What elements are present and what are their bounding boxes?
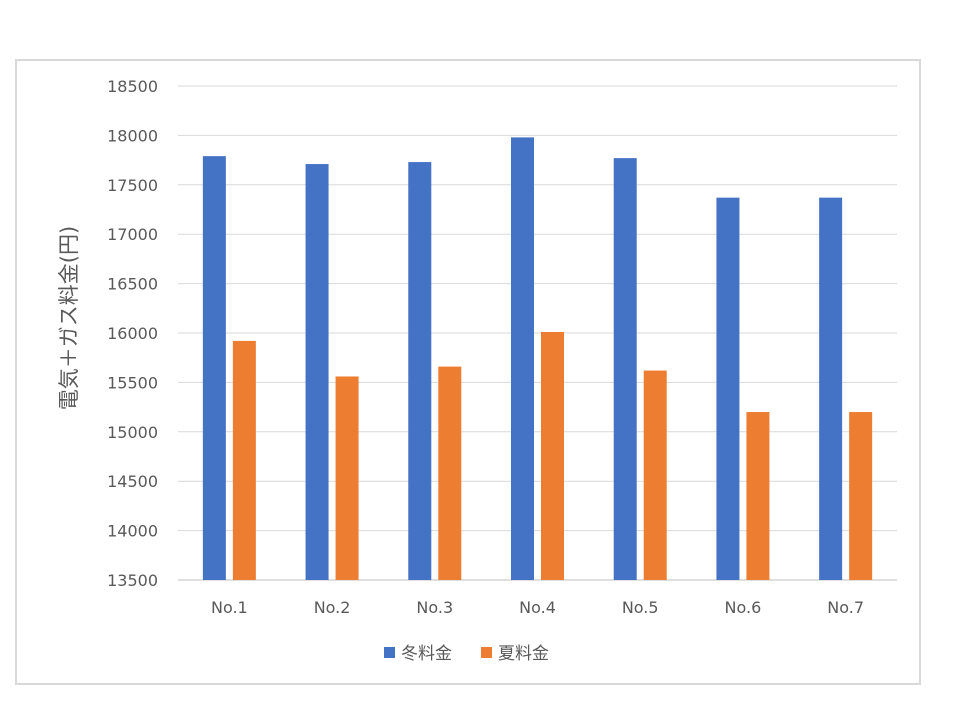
chart-frame [15,59,921,685]
bar-summer-1 [232,340,256,580]
legend-label: 夏料金 [498,644,549,664]
bar-winter-7 [819,197,843,581]
bar-winter-3 [408,162,432,581]
y-tick-label: 14000 [107,522,158,541]
x-tick-label: No.6 [725,598,762,617]
legend-label: 冬料金 [401,644,452,664]
y-axis-ticks: 13500 14000 14500 15000 15500 16000 16500 17000… [107,77,158,590]
bar-winter-6 [716,197,740,581]
x-axis-ticks: No.1 No.2 No.3 No.4 No.5 No.6 No.7 [211,598,864,617]
bars [202,137,873,581]
y-tick-label: 16000 [107,324,158,343]
y-tick-label: 16500 [107,275,158,294]
bar-winter-4 [511,137,534,580]
bar-summer-4 [541,332,564,580]
x-tick-label: No.7 [827,598,864,617]
bar-summer-5 [643,370,667,580]
x-tick-label: No.2 [314,598,351,617]
y-tick-label: 17500 [107,176,158,195]
legend: 冬料金 夏料金 [384,644,549,664]
bar-winter-1 [202,156,226,580]
y-tick-label: 17000 [107,225,158,244]
y-tick-label: 14500 [107,472,158,491]
bar-winter-2 [305,164,329,580]
x-tick-label: No.3 [416,598,453,617]
gridlines [178,85,897,581]
y-tick-label: 15000 [107,423,158,442]
y-axis-title: 電気＋ガス料金(円) [57,226,81,410]
legend-swatch [481,647,492,658]
y-tick-label: 15500 [107,373,158,392]
x-tick-label: No.4 [519,598,556,617]
x-tick-label: No.1 [211,598,248,617]
bar-summer-2 [335,376,359,580]
y-tick-label: 18500 [107,77,158,96]
bar-summer-6 [746,412,770,580]
bar-winter-5 [613,158,637,580]
y-tick-label: 18000 [107,126,158,145]
bar-summer-3 [438,366,462,580]
x-tick-label: No.5 [622,598,659,617]
bar-summer-7 [849,412,873,580]
y-tick-label: 13500 [107,571,158,590]
legend-swatch [384,647,395,658]
